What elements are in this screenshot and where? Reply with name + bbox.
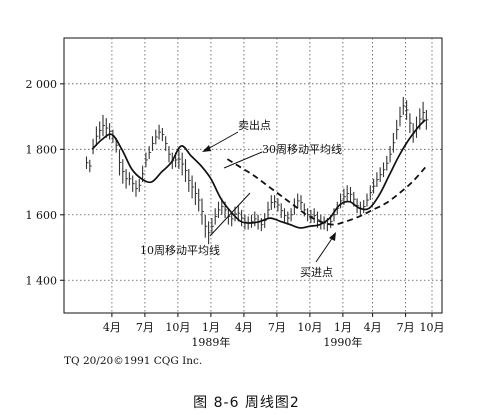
y-tick-label: 2 000 <box>26 78 58 91</box>
data-credit: TQ 20/20©1991 CQG Inc. <box>64 355 203 367</box>
y-tick-label: 1 400 <box>26 274 58 287</box>
figure-caption: 图 8-6 周线图2 <box>193 395 300 411</box>
x-tick-label: 10月 <box>420 321 445 334</box>
grid-layer <box>60 38 442 317</box>
year-label: 1990年 <box>323 335 362 349</box>
x-tick-label: 7月 <box>397 321 415 334</box>
ma30-label-arrow <box>223 151 263 169</box>
buy-point-label: 买进点 <box>300 266 333 279</box>
annotation-arrows <box>202 131 336 263</box>
ma30-series-line <box>226 158 427 226</box>
weekly-price-chart: 1 400 1 600 1 800 2 000 4月 7月 10月 1月 4月 7月 10月 1月 4月… <box>26 37 445 349</box>
x-tick-label: 10月 <box>297 321 322 334</box>
axis-labels: 1 400 1 600 1 800 2 000 4月 7月 10月 1月 4月 7月 10月 1月 4月… <box>26 78 445 349</box>
x-tick-label: 1月 <box>202 321 220 334</box>
x-tick-label: 4月 <box>235 321 253 334</box>
buy-point-arrowhead <box>329 232 336 241</box>
x-tick-label: 4月 <box>364 321 382 334</box>
ma10-label-arrow <box>209 192 251 237</box>
x-tick-label: 10月 <box>165 321 190 334</box>
sell-point-label: 卖出点 <box>238 119 271 132</box>
sell-point-arrowhead <box>202 145 211 152</box>
plot-frame <box>63 37 443 314</box>
buy-point-arrow <box>315 236 334 263</box>
ma30-series-label: 30周移动平均线 <box>262 143 342 156</box>
series-layer <box>91 119 427 229</box>
x-tick-label: 7月 <box>268 321 286 334</box>
year-label: 1989年 <box>191 335 230 349</box>
y-tick-label: 1 800 <box>26 143 58 156</box>
ma10-series-label: 10周移动平均线 <box>140 244 220 257</box>
sell-point-arrow <box>205 131 239 151</box>
x-tick-label: 1月 <box>334 321 352 334</box>
y-tick-label: 1 600 <box>26 209 58 222</box>
ma10-series-line <box>91 119 427 229</box>
x-tick-label: 4月 <box>103 321 121 334</box>
x-tick-label: 7月 <box>136 321 154 334</box>
price-bars <box>85 96 429 245</box>
